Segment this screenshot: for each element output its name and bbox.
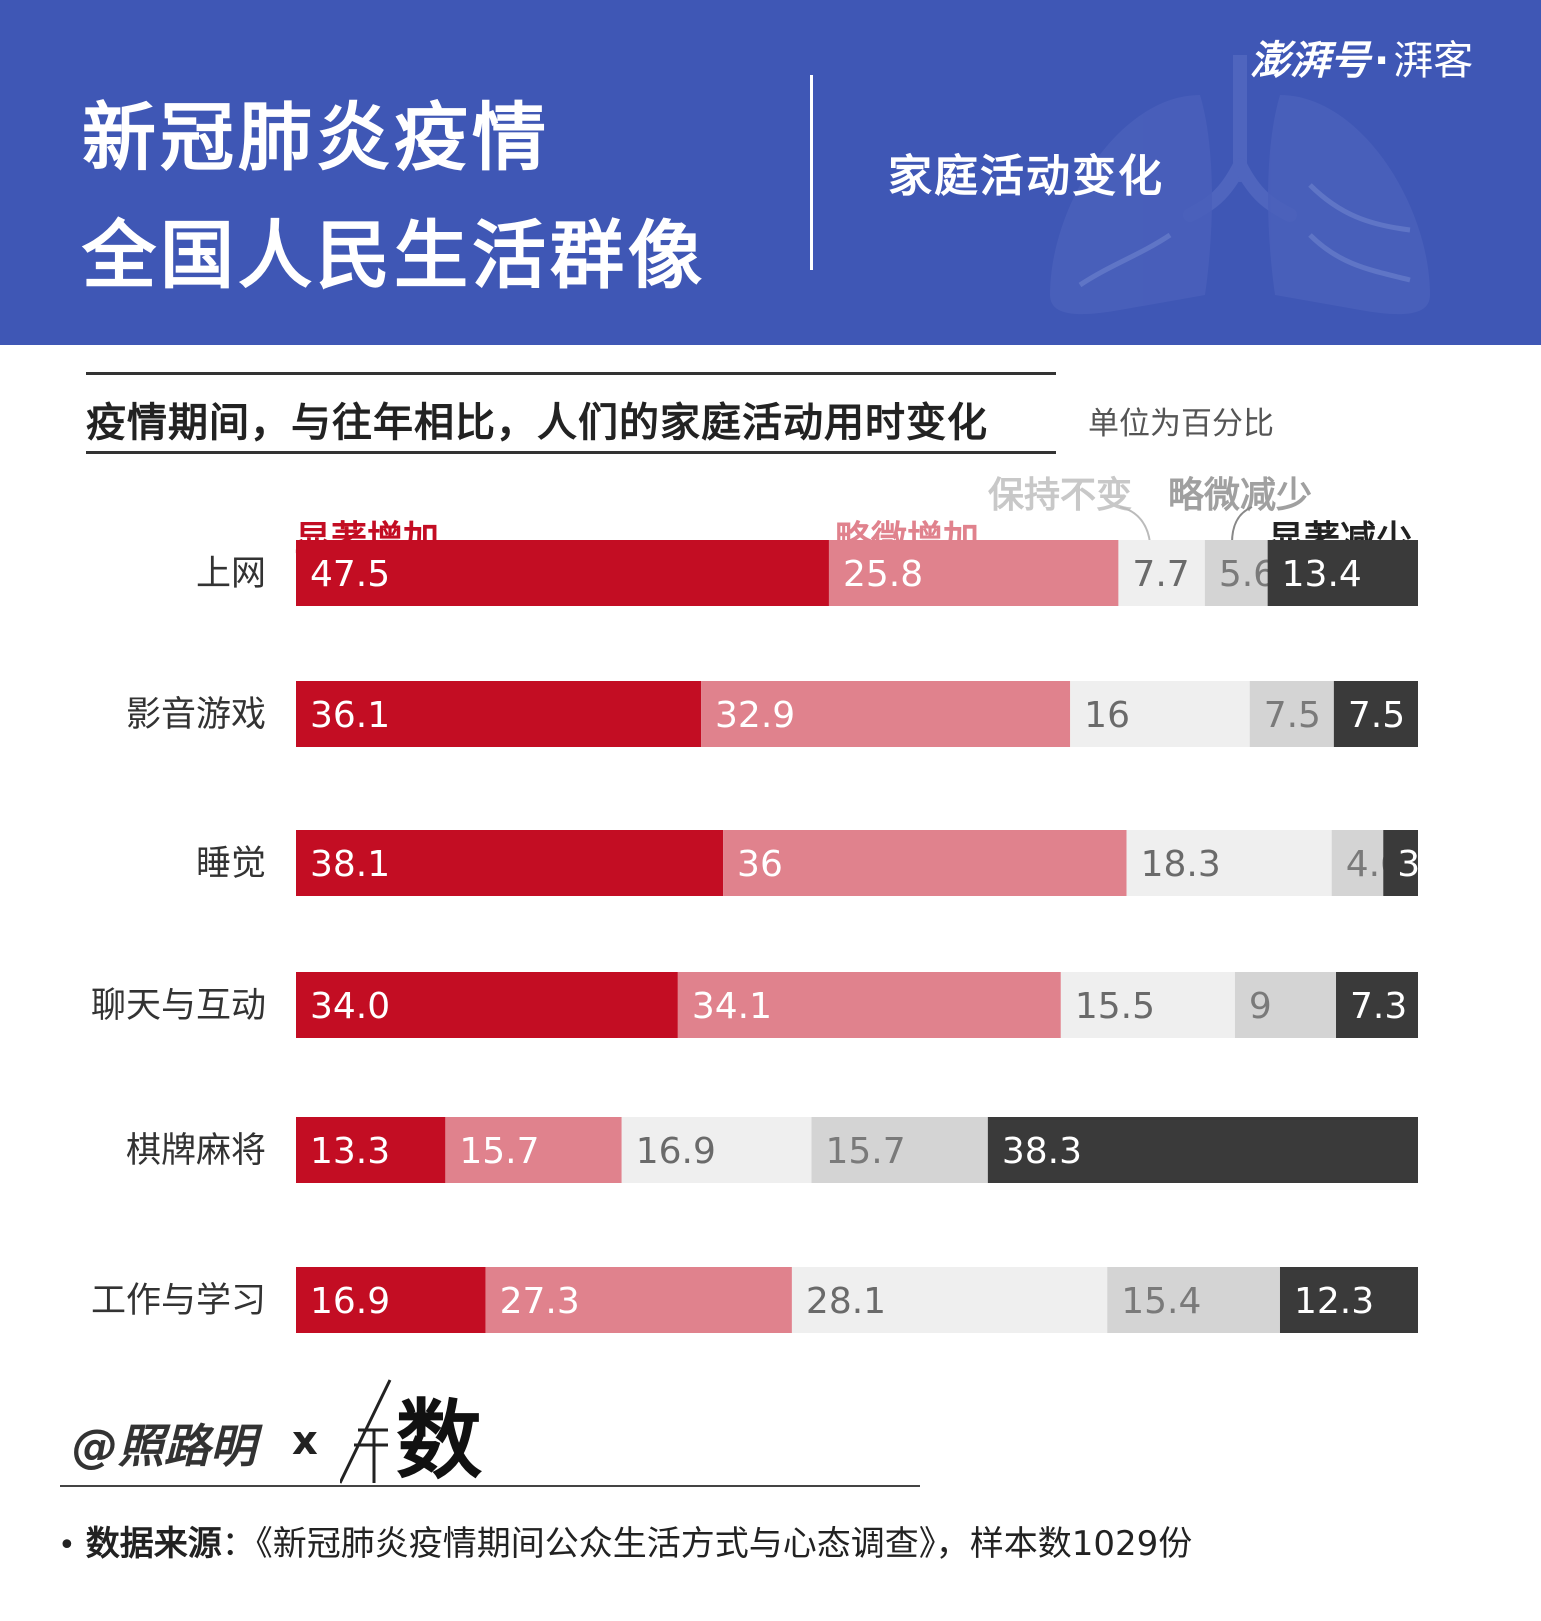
- section-top-rule: [86, 372, 1056, 375]
- data-label-unchanged: 7.7: [1132, 554, 1189, 595]
- category-label: 影音游戏: [126, 695, 266, 735]
- data-label-slight-inc: 34.1: [692, 986, 772, 1027]
- data-label-sig-inc: 16.9: [310, 1281, 390, 1322]
- data-label-unchanged: 15.5: [1075, 986, 1155, 1027]
- data-label-sig-dec: 7.5: [1348, 695, 1405, 736]
- source-bullet: •: [58, 1528, 76, 1563]
- category-label: 睡觉: [196, 844, 266, 884]
- data-label-slight-inc: 32.9: [715, 695, 795, 736]
- title-line-2: 全国人民生活群像: [82, 213, 706, 299]
- stacked-bar-chart: 上网 47.5 25.8 7.7 5.6 13.4 影音游戏 36.1 32.9 16 7.5 7.5…: [91, 540, 1455, 1333]
- bar-segment-sig-dec: [1267, 540, 1418, 606]
- data-label-unchanged: 16: [1084, 695, 1130, 736]
- footer-rule: [60, 1485, 920, 1487]
- bar-segment-sig-dec: [1383, 830, 1418, 896]
- unit-label: 单位为百分比: [1088, 406, 1274, 442]
- data-label-slight-inc: 25.8: [843, 554, 923, 595]
- legend-slight-decrease-pointer: [1231, 506, 1253, 544]
- source-text: ：《新冠肺炎疫情期间公众生活方式与心态调查》，样本数1029份: [221, 1524, 1193, 1564]
- data-label-slight-dec: 9: [1249, 986, 1272, 1027]
- section-bottom-rule: [86, 451, 1056, 454]
- data-label-sig-dec: 38.3: [1002, 1131, 1082, 1172]
- bar-segment-unchanged: [1126, 830, 1332, 896]
- bar-segment-slight-dec: [1331, 830, 1384, 896]
- brand-logo: 澎湃号 · 湃客: [1250, 28, 1473, 86]
- category-label: 上网: [196, 554, 266, 594]
- data-label-unchanged: 28.1: [806, 1281, 886, 1322]
- legend-slight-decrease: 略微减少: [1168, 475, 1313, 516]
- bar-segment-slight-dec: [1204, 540, 1268, 606]
- bar-segment-slight-inc: [723, 830, 1127, 896]
- bar-segment-sig-inc: [296, 830, 724, 896]
- bar-segment-sig-dec: [1279, 1267, 1418, 1333]
- data-label-unchanged: 16.9: [636, 1131, 716, 1172]
- bar-segment-sig-inc: [296, 540, 829, 606]
- data-label-slight-dec: 5.6: [1219, 554, 1276, 595]
- bar-segment-sig-dec: [1333, 681, 1418, 747]
- logo-text: 数: [396, 1391, 482, 1485]
- bar-segment-sig-inc: [296, 1267, 486, 1333]
- category-label: 工作与学习: [91, 1281, 266, 1321]
- bar-segment-slight-inc: [485, 1267, 792, 1333]
- data-label-sig-dec: 3.1: [1397, 844, 1454, 885]
- bar-segment-sig-inc: [296, 1117, 446, 1183]
- bar-segment-slight-dec: [1107, 1267, 1280, 1333]
- category-label: 棋牌麻将: [126, 1131, 266, 1171]
- data-label-sig-inc: 38.1: [310, 844, 390, 885]
- bar-segment-sig-dec: [987, 1117, 1418, 1183]
- bar-segment-slight-inc: [445, 1117, 622, 1183]
- bar-segment-slight-dec: [811, 1117, 988, 1183]
- data-label-sig-inc: 34.0: [310, 986, 390, 1027]
- source-label: 数据来源: [85, 1524, 222, 1564]
- legend-unchanged: 保持不变: [988, 475, 1133, 516]
- data-label-slight-dec: 15.7: [826, 1131, 906, 1172]
- data-label-sig-dec: 13.4: [1282, 554, 1362, 595]
- bar-segment-sig-dec: [1336, 972, 1418, 1038]
- data-label-sig-inc: 13.3: [310, 1131, 390, 1172]
- bar-segment-unchanged: [621, 1117, 812, 1183]
- data-source: • 数据来源：《新冠肺炎疫情期间公众生活方式与心态调查》，样本数1029份: [58, 1516, 1192, 1565]
- legend-unchanged-pointer: [1119, 506, 1151, 544]
- brand-dot: ·: [1374, 38, 1390, 84]
- bar-segment-slight-inc: [828, 540, 1119, 606]
- data-label-slight-inc: 15.7: [459, 1131, 539, 1172]
- data-label-sig-dec: 7.3: [1350, 986, 1407, 1027]
- title-line-1: 新冠肺炎疫情: [82, 95, 550, 181]
- bar-segment-unchanged: [1060, 972, 1235, 1038]
- data-label-sig-inc: 36.1: [310, 695, 390, 736]
- bar-segment-sig-inc: [296, 972, 678, 1038]
- brand-name: 澎湃号: [1250, 38, 1370, 84]
- lungs-icon: [1050, 55, 1430, 315]
- bar-segment-slight-dec: [1234, 972, 1337, 1038]
- bar-segment-slight-inc: [701, 681, 1071, 747]
- bar-segment-sig-inc: [296, 681, 702, 747]
- data-label-slight-dec: 7.5: [1264, 695, 1321, 736]
- category-label: 聊天与互动: [91, 986, 266, 1026]
- brand-sub: 湃客: [1393, 38, 1474, 84]
- header-subtitle: 家庭活动变化: [888, 151, 1164, 202]
- data-label-slight-inc: 27.3: [500, 1281, 580, 1322]
- header-banner: 新冠肺炎疫情 全国人民生活群像 家庭活动变化 澎湃号 · 湃客: [0, 0, 1541, 345]
- wei-shu-logo: 数: [340, 1379, 482, 1485]
- credit-author: @照路明: [72, 1419, 256, 1473]
- data-label-sig-dec: 12.3: [1294, 1281, 1374, 1322]
- bar-segment-unchanged: [791, 1267, 1108, 1333]
- data-label-slight-inc: 36: [737, 844, 783, 885]
- data-label-slight-dec: 15.4: [1121, 1281, 1201, 1322]
- bar-segment-unchanged: [1070, 681, 1250, 747]
- bar-segment-unchanged: [1118, 540, 1205, 606]
- data-label-unchanged: 18.3: [1141, 844, 1221, 885]
- chart-title: 疫情期间，与往年相比，人们的家庭活动用时变化: [86, 400, 988, 446]
- bar-segment-slight-dec: [1249, 681, 1334, 747]
- data-label-sig-inc: 47.5: [310, 554, 390, 595]
- bar-segment-slight-inc: [677, 972, 1061, 1038]
- header-divider: [810, 75, 813, 270]
- credit-separator: x: [292, 1418, 318, 1464]
